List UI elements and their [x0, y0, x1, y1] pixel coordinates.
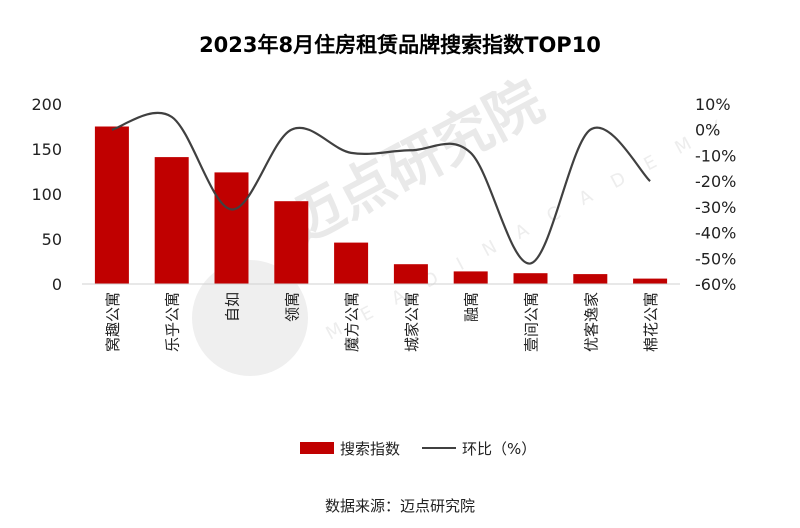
source-note: 数据来源：迈点研究院 — [325, 497, 475, 515]
category-label: 优客逸家 — [582, 292, 600, 352]
legend: 搜索指数 环比（%） — [300, 440, 536, 458]
left-tick-label: 100 — [31, 185, 62, 204]
legend-bar-label: 搜索指数 — [340, 440, 400, 458]
bar — [334, 242, 369, 284]
category-label: 城家公寓 — [403, 292, 421, 352]
bar — [214, 172, 249, 284]
left-tick-label: 150 — [31, 140, 62, 159]
bar — [393, 264, 428, 284]
category-label: 窝趣公寓 — [104, 292, 122, 352]
category-label: 自如 — [224, 292, 242, 322]
line-series — [111, 111, 651, 265]
category-label: 乐乎公寓 — [164, 292, 182, 352]
category-label: 领寓 — [283, 292, 301, 322]
bar — [573, 274, 608, 284]
left-tick-label: 0 — [52, 275, 62, 294]
category-label: 壹间公寓 — [523, 292, 541, 352]
left-axis: 0 50 100 150 200 — [31, 95, 62, 294]
left-tick-label: 200 — [31, 95, 62, 114]
bar — [94, 126, 129, 284]
right-tick-label: 0% — [695, 121, 720, 140]
right-tick-label: -60% — [695, 275, 736, 294]
legend-line-label: 环比（%） — [462, 440, 536, 458]
bar — [453, 271, 488, 284]
right-tick-label: -50% — [695, 249, 736, 268]
right-tick-label: -20% — [695, 172, 736, 191]
category-label: 魔方公寓 — [343, 292, 361, 352]
category-label: 融寓 — [463, 292, 481, 322]
right-tick-label: -10% — [695, 146, 736, 165]
right-tick-label: -40% — [695, 224, 736, 243]
category-labels: 窝趣公寓 乐乎公寓 自如 领寓 魔方公寓 城家公寓 融寓 壹间公寓 优客逸家 棉花公寓 — [104, 292, 660, 352]
bar — [274, 201, 309, 284]
bar — [633, 278, 668, 284]
right-tick-label: 10% — [695, 95, 731, 114]
right-axis: 10% 0% -10% -20% -30% -40% -50% -60% — [695, 95, 736, 294]
watermark-logo-icon — [192, 260, 308, 376]
bar — [154, 157, 189, 284]
right-tick-label: -30% — [695, 198, 736, 217]
bar-series — [94, 126, 668, 284]
legend-bar-swatch — [300, 442, 334, 454]
left-tick-label: 50 — [42, 230, 62, 249]
chart-title: 2023年8月住房租赁品牌搜索指数TOP10 — [199, 33, 601, 57]
trend-line — [111, 111, 651, 265]
bar — [513, 273, 548, 284]
category-label: 棉花公寓 — [642, 292, 660, 352]
